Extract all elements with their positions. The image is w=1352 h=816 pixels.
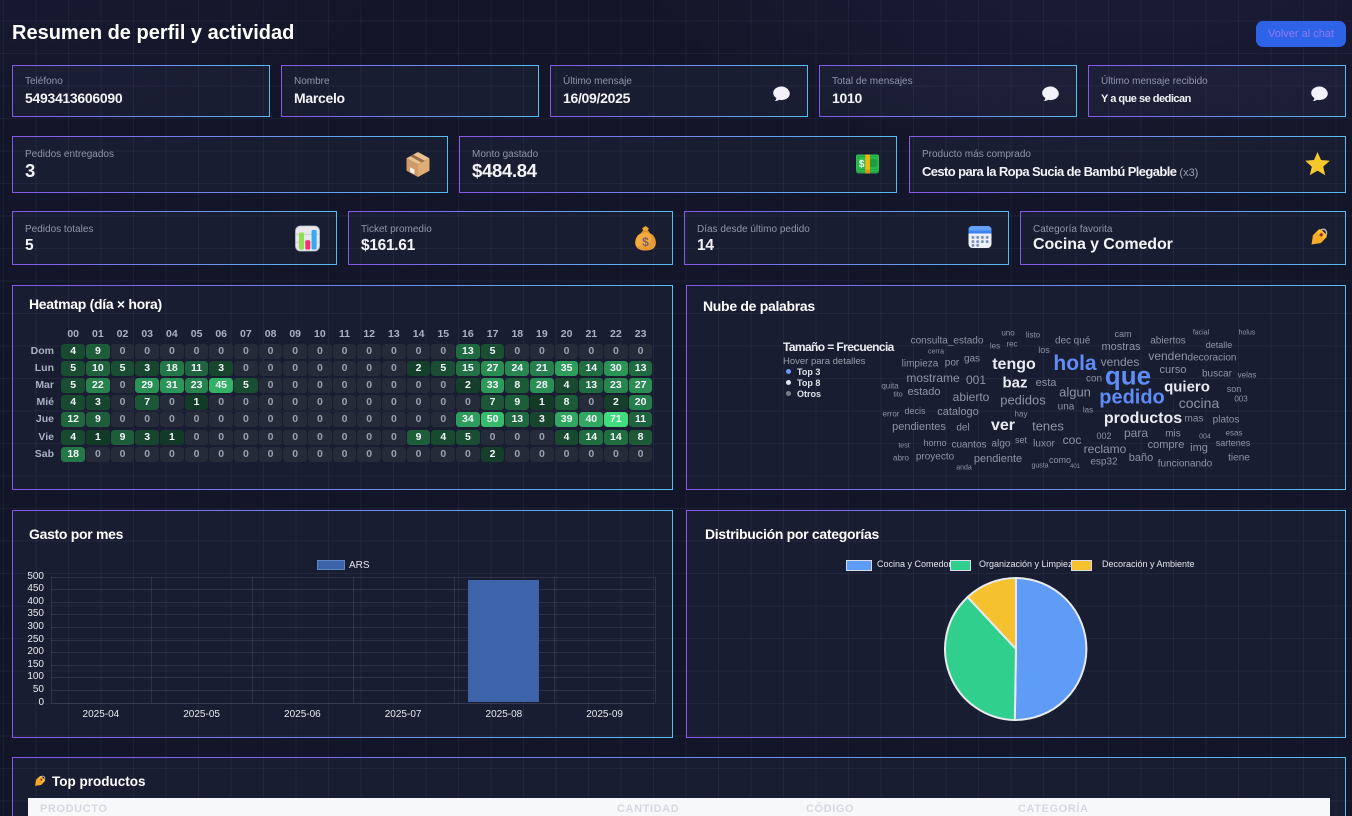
svg-text:$: $ <box>859 158 865 169</box>
svg-text:$: $ <box>642 235 649 249</box>
